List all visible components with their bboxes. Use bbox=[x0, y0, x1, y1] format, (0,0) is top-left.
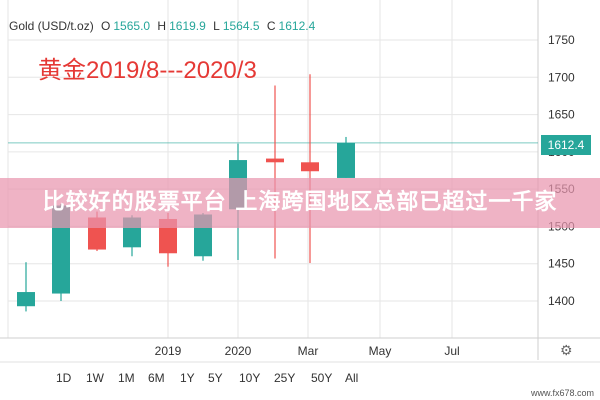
current-price-badge: 1612.4 bbox=[541, 135, 591, 155]
candle-body bbox=[337, 142, 355, 178]
y-tick-label: 1450 bbox=[548, 257, 575, 271]
high-value: 1619.9 bbox=[169, 19, 206, 33]
open-key: O bbox=[101, 19, 111, 33]
range-button-50y[interactable]: 50Y bbox=[311, 371, 333, 385]
low-key: L bbox=[213, 19, 220, 33]
candle-body bbox=[17, 292, 35, 307]
range-button-all[interactable]: All bbox=[345, 371, 359, 385]
candle-body bbox=[266, 158, 284, 163]
y-tick-label: 1650 bbox=[548, 108, 575, 122]
x-tick-label: 2020 bbox=[225, 344, 252, 358]
close-value: 1612.4 bbox=[278, 19, 316, 33]
overlay-banner-text: 比较好的股票平台 上海跨国地区总部已超过一千家 bbox=[42, 190, 558, 215]
high-key: H bbox=[157, 19, 167, 33]
annotation-text: 黄金2019/8---2020/3 bbox=[38, 57, 257, 84]
range-button-1y[interactable]: 1Y bbox=[180, 371, 195, 385]
close-key: C bbox=[266, 19, 276, 33]
symbol-label: Gold (USD/t.oz) bbox=[9, 19, 94, 33]
y-tick-label: 1700 bbox=[548, 70, 575, 84]
x-tick-label: 2019 bbox=[155, 344, 182, 358]
x-tick-label: Mar bbox=[298, 344, 319, 358]
x-tick-label: Jul bbox=[444, 344, 459, 358]
y-tick-label: 1750 bbox=[548, 33, 575, 47]
low-value: 1564.5 bbox=[222, 19, 260, 33]
range-button-25y[interactable]: 25Y bbox=[274, 371, 296, 385]
footer-watermark: www.fx678.com bbox=[530, 388, 594, 398]
open-value: 1565.0 bbox=[113, 19, 151, 33]
overlay-banner bbox=[0, 178, 600, 228]
ohlc-legend: Gold (USD/t.oz) O 1565.0 H 1619.9 L 1564.5 … bbox=[9, 19, 319, 33]
range-button-10y[interactable]: 10Y bbox=[239, 371, 261, 385]
range-selector: 1D 1W 1M 6M 1Y 5Y 10Y 25Y 50Y All bbox=[0, 367, 600, 391]
range-button-6m[interactable]: 6M bbox=[148, 371, 165, 385]
candle-body bbox=[301, 162, 319, 172]
range-button-1w[interactable]: 1W bbox=[86, 371, 104, 385]
x-tick-label: May bbox=[369, 344, 392, 358]
y-tick-label: 1400 bbox=[548, 294, 575, 308]
range-button-5y[interactable]: 5Y bbox=[208, 371, 223, 385]
range-button-1m[interactable]: 1M bbox=[118, 371, 135, 385]
gear-icon[interactable]: ⚙ bbox=[560, 342, 573, 358]
range-button-1d[interactable]: 1D bbox=[56, 371, 72, 385]
